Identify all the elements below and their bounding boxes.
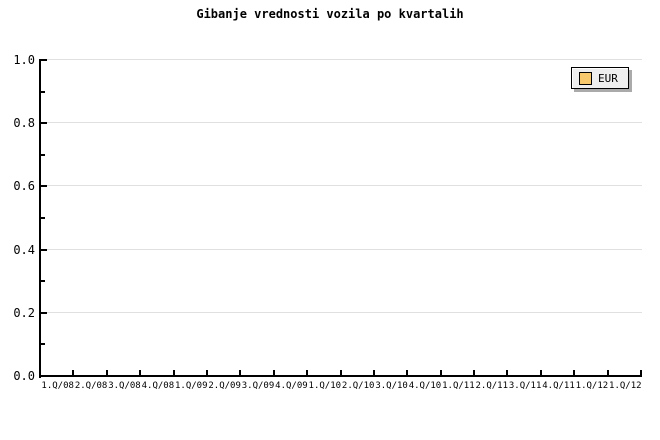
x-axis-tick-label: 1.Q/09 bbox=[174, 381, 208, 391]
x-boundary-tick bbox=[339, 370, 342, 376]
y-axis-tick-label: 0.2 bbox=[13, 305, 35, 320]
x-axis-tick-label: 1.Q/12 bbox=[609, 381, 642, 391]
plot-area bbox=[39, 59, 642, 378]
x-axis-tick-label: 2.Q/09 bbox=[208, 381, 241, 391]
y-axis-tick-label: 0.8 bbox=[13, 116, 35, 131]
x-boundary-tick bbox=[205, 370, 208, 376]
x-axis-tick-label: 3.Q/09 bbox=[241, 381, 275, 391]
x-boundary-tick bbox=[473, 370, 476, 376]
y-minor-tick bbox=[41, 280, 45, 283]
gridline bbox=[41, 122, 642, 124]
x-axis-tick-label: 4.Q/11 bbox=[542, 381, 575, 391]
gridline bbox=[41, 185, 642, 187]
x-axis-tick-label: 2.Q/11 bbox=[475, 381, 509, 391]
x-boundary-tick bbox=[606, 370, 609, 376]
y-major-tick bbox=[41, 375, 47, 377]
x-axis-tick-label: 3.Q/08 bbox=[108, 381, 141, 391]
x-axis-line bbox=[39, 375, 642, 377]
x-axis-tick-label: 2.Q/10 bbox=[341, 381, 375, 391]
x-boundary-tick bbox=[439, 370, 442, 376]
y-minor-tick bbox=[41, 343, 45, 346]
x-boundary-tick bbox=[306, 370, 309, 376]
y-major-tick bbox=[41, 185, 47, 188]
x-boundary-tick bbox=[406, 370, 409, 376]
x-axis-tick-label: 3.Q/11 bbox=[508, 381, 542, 391]
legend-swatch-icon bbox=[579, 71, 592, 85]
y-major-tick bbox=[41, 248, 47, 251]
y-axis-tick-label: 0.4 bbox=[13, 242, 35, 257]
y-axis-tick-label: 0.0 bbox=[13, 369, 35, 383]
x-boundary-tick bbox=[139, 370, 142, 376]
x-axis-tick-label: 1.Q/08 bbox=[41, 381, 74, 391]
x-axis-tick-label: 1.Q/12 bbox=[575, 381, 609, 391]
y-major-tick bbox=[41, 311, 47, 314]
x-boundary-tick bbox=[573, 370, 576, 376]
x-axis-tick-label: 2.Q/08 bbox=[74, 381, 108, 391]
gridline bbox=[41, 311, 642, 313]
y-major-tick bbox=[41, 59, 47, 61]
y-minor-tick bbox=[41, 90, 45, 93]
x-axis-tick-label: 4.Q/09 bbox=[275, 381, 308, 391]
x-boundary-tick bbox=[272, 370, 275, 376]
chart-title: Gibanje vrednosti vozila po kvartalih bbox=[196, 7, 464, 21]
x-boundary-tick bbox=[72, 370, 75, 376]
y-axis-tick-label: 0.6 bbox=[13, 179, 35, 194]
y-minor-tick bbox=[41, 217, 45, 219]
gridline bbox=[41, 248, 642, 250]
y-minor-tick bbox=[41, 153, 45, 156]
x-axis-tick-label: 1.Q/10 bbox=[308, 381, 342, 391]
x-boundary-tick bbox=[640, 370, 642, 376]
legend-item-label: EUR bbox=[598, 71, 618, 85]
x-axis-tick-label: 1.Q/11 bbox=[442, 381, 475, 391]
y-axis-tick-label: 1.0 bbox=[13, 53, 35, 67]
x-boundary-tick bbox=[506, 370, 509, 376]
y-major-tick bbox=[41, 122, 47, 125]
gridline bbox=[41, 59, 642, 60]
x-boundary-tick bbox=[372, 370, 375, 376]
x-boundary-tick bbox=[172, 370, 175, 376]
y-axis-line bbox=[39, 59, 41, 378]
x-axis-tick-label: 4.Q/10 bbox=[408, 381, 442, 391]
x-boundary-tick bbox=[539, 370, 542, 376]
x-axis-tick-label: 3.Q/10 bbox=[375, 381, 408, 391]
x-boundary-tick bbox=[239, 370, 242, 376]
x-axis-tick-label: 4.Q/08 bbox=[141, 381, 175, 391]
legend: EUR bbox=[571, 67, 629, 89]
x-boundary-tick bbox=[105, 370, 108, 376]
